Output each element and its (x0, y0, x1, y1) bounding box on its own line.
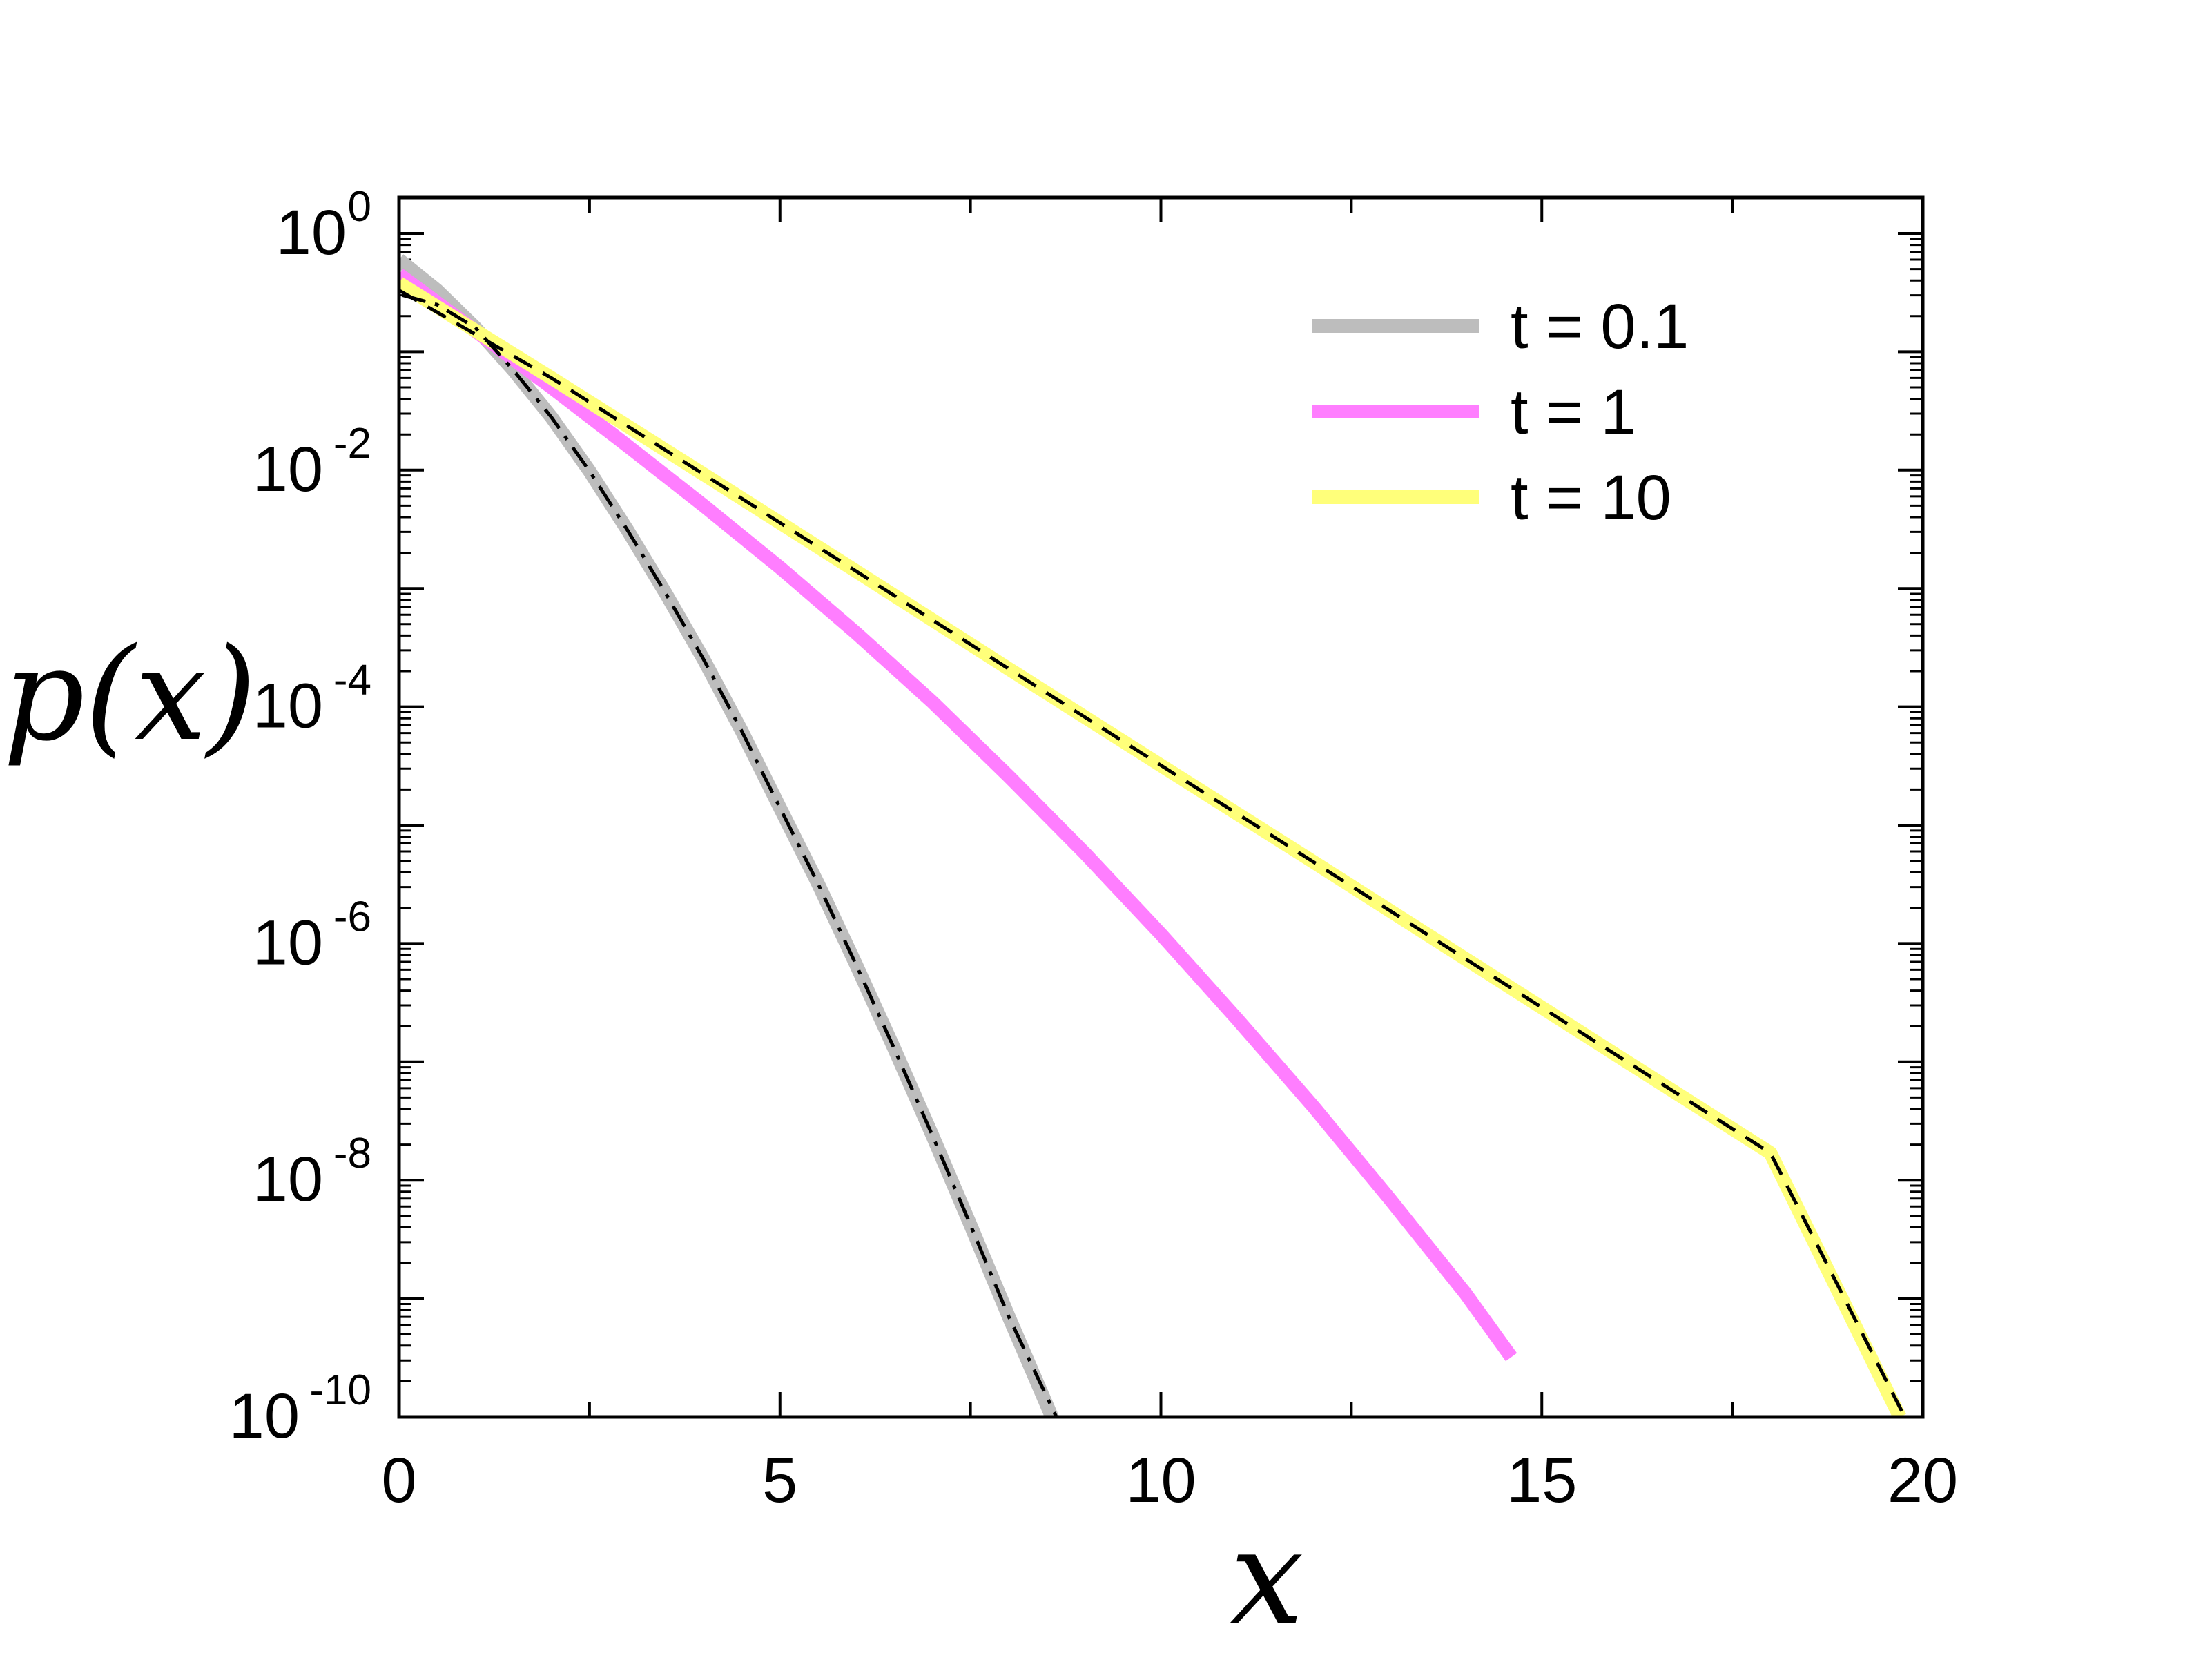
y-tick-base: 10 (229, 1381, 300, 1451)
legend-label-2: t = 10 (1511, 463, 1671, 533)
x-tick-label: 20 (1888, 1445, 1958, 1516)
reference-curves (399, 289, 1907, 1417)
y-tick-exponent: -10 (309, 1367, 371, 1414)
y-tick-exponent: -4 (333, 657, 371, 704)
y-tick-exponent: -2 (333, 420, 371, 467)
y-tick-base: 10 (253, 434, 323, 505)
reference-curve-dashed (399, 289, 1907, 1417)
x-tick-label: 15 (1506, 1445, 1577, 1516)
y-tick-base: 10 (253, 907, 323, 978)
x-tick-labels: 0 5 10 15 20 (381, 1445, 1958, 1516)
legend-label-0: t = 0.1 (1511, 291, 1689, 362)
x-axis-title: x (1230, 1501, 1303, 1654)
y-tick-label: -810 (253, 1130, 371, 1215)
x-tick-label: 10 (1125, 1445, 1196, 1516)
y-tick-label: 010 (276, 183, 371, 268)
y-tick-base: 10 (253, 1144, 323, 1215)
y-tick-label: -410 (253, 657, 371, 742)
y-axis-title: p(x) (3, 620, 256, 769)
x-tick-label: 0 (381, 1445, 416, 1516)
reference-curve-dash-dot (402, 293, 1058, 1417)
y-tick-base: 10 (253, 671, 323, 742)
y-tick-exponent: -8 (333, 1130, 371, 1177)
y-tick-base: 10 (276, 197, 347, 268)
series-line-1 (399, 269, 1517, 1362)
y-tick-exponent: 0 (348, 183, 371, 231)
legend-label-1: t = 1 (1511, 377, 1636, 447)
plot-frame (397, 195, 1925, 1419)
y-tick-exponent: -6 (333, 893, 371, 940)
legend: t = 0.1 t = 1 t = 10 (1312, 291, 1689, 533)
x-tick-label: 5 (762, 1445, 797, 1516)
y-tick-label: -610 (253, 893, 371, 978)
y-tick-label: -210 (253, 420, 371, 505)
